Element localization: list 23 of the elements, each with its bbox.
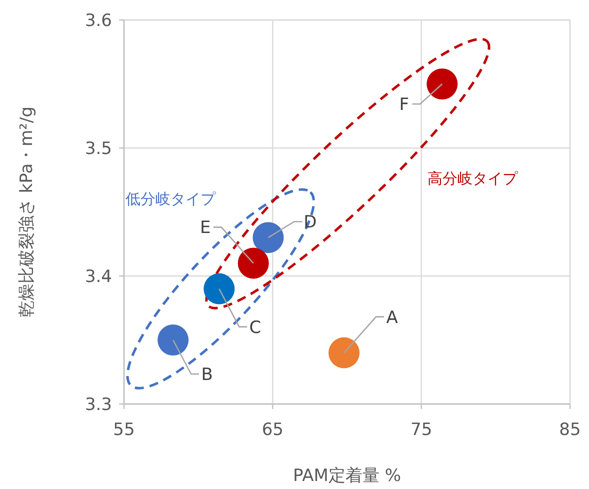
x-tick-label: 75 [410, 420, 432, 440]
point [204, 273, 235, 304]
point [238, 248, 269, 279]
annotation: F [399, 95, 410, 115]
annotation: B [201, 365, 213, 385]
annotation: A [386, 308, 398, 328]
x-tick-label: 85 [559, 420, 581, 440]
y-axis-title: 乾燥比破裂強さ kPa・m²/g [17, 106, 37, 318]
x-tick-label: 55 [113, 420, 135, 440]
x-tick-label: 65 [262, 420, 284, 440]
y-tick-label: 3.6 [84, 11, 112, 31]
annotation: C [249, 318, 262, 338]
annotation: D [304, 212, 317, 233]
x-axis-title: PAM定着量 % [292, 466, 402, 486]
point [252, 222, 284, 254]
y-tick-label: 3.5 [84, 139, 112, 159]
point [158, 324, 189, 356]
y-tick-label: 3.4 [84, 267, 112, 287]
annotation: E [200, 218, 211, 238]
point [426, 68, 458, 100]
annotation: 高分岐タイプ [428, 170, 519, 188]
y-tick-label: 3.3 [84, 395, 112, 415]
annotation: 低分岐タイプ [126, 190, 217, 208]
